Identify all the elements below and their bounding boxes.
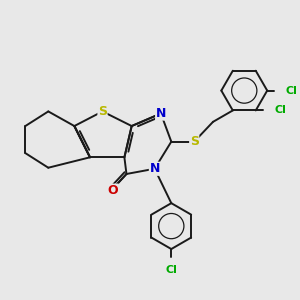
Text: Cl: Cl: [286, 85, 298, 96]
Text: Cl: Cl: [274, 105, 286, 116]
Text: N: N: [156, 107, 166, 120]
Text: Cl: Cl: [165, 265, 177, 275]
Text: O: O: [108, 184, 118, 197]
Text: N: N: [149, 162, 160, 175]
Text: S: S: [190, 135, 199, 148]
Text: S: S: [98, 105, 107, 118]
